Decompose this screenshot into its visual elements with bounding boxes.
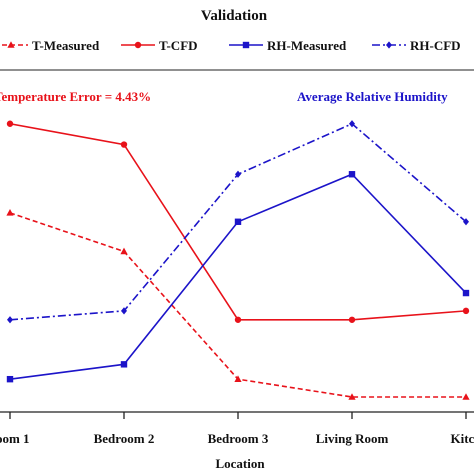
data-point: [120, 247, 128, 255]
x-tick-label: Living Room: [316, 431, 389, 446]
legend-marker: [386, 41, 392, 49]
legend-marker: [134, 41, 142, 49]
data-point: [463, 218, 469, 226]
data-point: [7, 316, 13, 324]
series-t-measured: [6, 209, 470, 400]
x-tick-label: Bedroom 2: [94, 431, 155, 446]
data-point: [120, 141, 128, 148]
data-point: [348, 393, 356, 400]
data-point: [234, 316, 242, 323]
data-point: [462, 307, 470, 315]
data-point: [121, 307, 127, 315]
x-tick-label: Bedroom 3: [208, 431, 269, 446]
legend-item: T-CFD: [121, 38, 198, 53]
series-layer: [6, 120, 470, 400]
data-point: [234, 375, 242, 382]
humidity-annotation: Average Relative Humidity: [297, 89, 448, 104]
series-line: [9, 212, 466, 398]
series-line: [9, 173, 467, 380]
data-point: [6, 209, 14, 216]
chart-title: Validation: [201, 8, 268, 24]
legend-label: RH-Measured: [267, 38, 347, 53]
legend-item: RH-CFD: [372, 38, 461, 53]
x-axis-label: Location: [215, 456, 265, 471]
data-point: [348, 171, 356, 178]
data-point: [120, 361, 128, 368]
data-point: [234, 218, 242, 225]
legend: T-Measured T-CFD RH-Measured RH-CFD: [0, 38, 461, 53]
legend-label: RH-CFD: [410, 38, 461, 53]
data-point: [6, 375, 14, 383]
data-point: [348, 316, 356, 323]
legend-marker: [242, 41, 250, 49]
data-point: [235, 170, 241, 178]
data-point: [349, 120, 355, 128]
data-point: [462, 289, 470, 297]
legend-item: T-Measured: [0, 38, 100, 53]
series-rh-measured: [6, 171, 470, 383]
legend-label: T-Measured: [32, 38, 100, 53]
temperature-error-annotation: Temperature Error = 4.43%: [0, 89, 151, 104]
series-t-cfd: [6, 120, 470, 323]
x-tick-label: room 1: [0, 431, 30, 446]
legend-item: RH-Measured: [229, 38, 347, 53]
series-rh-cfd: [7, 120, 469, 324]
x-tick-label: Kitch: [450, 431, 474, 446]
data-point: [462, 393, 470, 400]
legend-marker: [7, 41, 15, 48]
x-ticks: room 1 Bedroom 2 Bedroom 3 Living Room Kitch: [0, 412, 474, 446]
legend-label: T-CFD: [159, 38, 198, 53]
data-point: [6, 120, 14, 127]
